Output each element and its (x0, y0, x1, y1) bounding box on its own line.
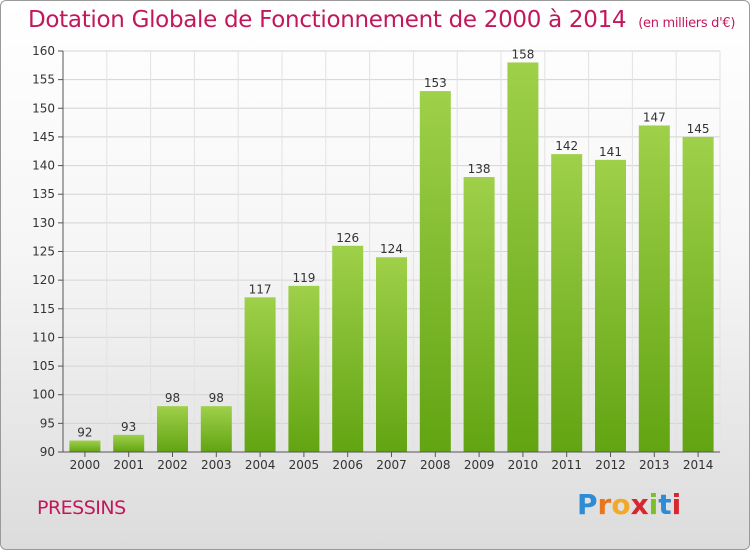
data-label: 117 (249, 282, 272, 296)
x-tick-label: 2004 (245, 458, 276, 472)
x-tick-label: 2007 (376, 458, 407, 472)
y-tick-label: 95 (40, 416, 55, 430)
bar (638, 125, 670, 452)
data-label: 142 (555, 139, 578, 153)
logo-letter: x (630, 488, 649, 521)
data-label: 158 (511, 47, 534, 61)
bars (69, 62, 714, 453)
data-label: 126 (336, 231, 359, 245)
bar (507, 62, 539, 452)
data-label: 147 (643, 110, 666, 124)
data-label: 98 (165, 391, 180, 405)
proxiti-logo: Proxiti (577, 488, 681, 521)
logo-letter: o (611, 488, 631, 521)
x-tick-label: 2012 (595, 458, 626, 472)
logo-letter: i (671, 488, 682, 521)
x-tick-label: 2006 (332, 458, 363, 472)
x-tick-label: 2014 (683, 458, 714, 472)
bar (419, 91, 451, 452)
y-tick-label: 130 (32, 216, 55, 230)
bar (288, 285, 320, 452)
y-tick-label: 105 (32, 359, 55, 373)
data-label: 145 (687, 122, 710, 136)
data-label: 124 (380, 242, 403, 256)
bar (463, 177, 495, 452)
y-tick-label: 155 (32, 73, 55, 87)
x-tick-label: 2002 (157, 458, 188, 472)
data-label: 153 (424, 76, 447, 90)
y-tick-label: 110 (32, 330, 55, 344)
data-labels: 92 93 98 98 117 119 126 124 153 138 158 142 141 147 14… (77, 47, 709, 439)
commune-name: PRESSINS (37, 497, 126, 519)
y-tick-label: 145 (32, 130, 55, 144)
unit-note: (en milliers d'€) (638, 16, 736, 31)
y-tick-label: 115 (32, 302, 55, 316)
y-tick-label: 90 (40, 445, 55, 459)
bar (595, 159, 626, 453)
bar (200, 406, 232, 452)
bar (113, 434, 145, 452)
x-tick-label: 2001 (113, 458, 144, 472)
x-tick-label: 2000 (70, 458, 101, 472)
y-tick-label: 120 (32, 273, 55, 287)
logo-letter: t (658, 488, 672, 521)
y-tick-label: 140 (32, 159, 55, 173)
bar (244, 297, 276, 452)
bar (157, 406, 188, 452)
y-tick-label: 135 (32, 187, 55, 201)
bar (69, 440, 101, 452)
x-tick-label: 2013 (639, 458, 670, 472)
x-tick-label: 2008 (420, 458, 451, 472)
data-label: 141 (599, 145, 622, 159)
data-label: 92 (77, 426, 92, 440)
data-label: 138 (468, 162, 491, 176)
logo-letter: i (648, 488, 659, 521)
x-tick-label: 2011 (551, 458, 582, 472)
x-tick-label: 2010 (508, 458, 539, 472)
data-label: 98 (209, 391, 224, 405)
x-tick-label: 2005 (289, 458, 320, 472)
bar (376, 257, 407, 452)
y-tick-label: 125 (32, 245, 55, 259)
bar (332, 245, 364, 452)
title-text: Dotation Globale de Fonctionnement de 20… (28, 7, 627, 33)
x-tick-label: 2003 (201, 458, 232, 472)
axes: 90 95 100 105 110 115 120 125 130 135 140 145 150 155… (32, 44, 720, 472)
x-tick-label: 2009 (464, 458, 495, 472)
y-tick-label: 160 (32, 44, 55, 58)
logo-letter: r (597, 488, 612, 521)
data-label: 119 (292, 271, 315, 285)
chart-title: Dotation Globale de Fonctionnement de 20… (28, 7, 735, 33)
y-tick-label: 100 (32, 388, 55, 402)
bar (682, 136, 714, 452)
bar (551, 154, 583, 452)
y-tick-label: 150 (32, 101, 55, 115)
data-label: 93 (121, 420, 136, 434)
logo-letter: P (577, 488, 598, 521)
